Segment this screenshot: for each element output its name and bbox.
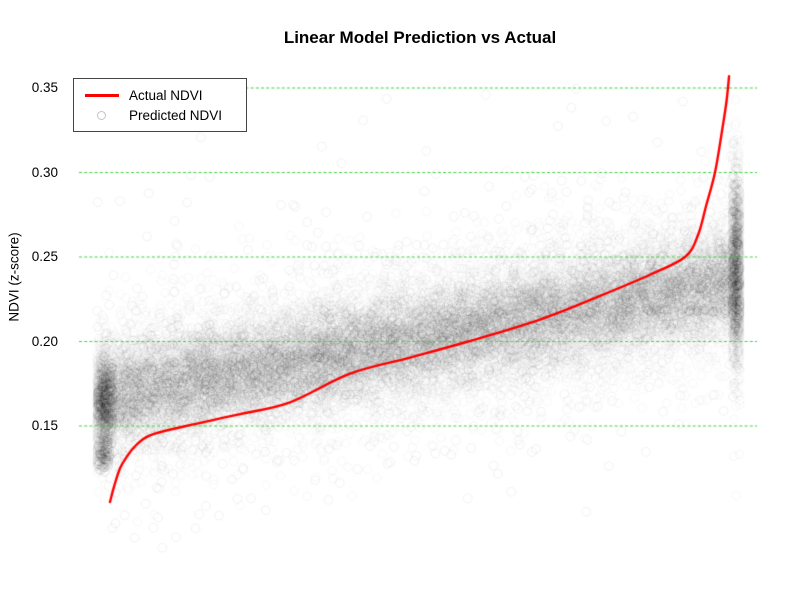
y-tick-label: 0.25: [31, 249, 58, 264]
chart-title: Linear Model Prediction vs Actual: [283, 28, 557, 47]
legend-sample-actual: [74, 93, 129, 97]
y-tick-label: 0.20: [31, 333, 58, 349]
y-axis-label: NDVI (z-score): [6, 232, 22, 322]
open-circle-marker-icon: [97, 110, 106, 120]
y-tick-label: 0.30: [31, 164, 58, 180]
legend-sample-predicted: [74, 110, 129, 120]
legend-label-actual: Actual NDVI: [129, 87, 203, 103]
legend: Actual NDVI Predicted NDVI: [73, 78, 247, 132]
legend-label-predicted: Predicted NDVI: [129, 107, 223, 123]
y-tick-label: 0.15: [31, 418, 58, 433]
legend-item-actual: Actual NDVI: [74, 86, 246, 105]
legend-item-predicted: Predicted NDVI: [74, 106, 246, 125]
red-line-sample-icon: [84, 93, 119, 97]
y-tick-label: 0.35: [31, 80, 58, 95]
